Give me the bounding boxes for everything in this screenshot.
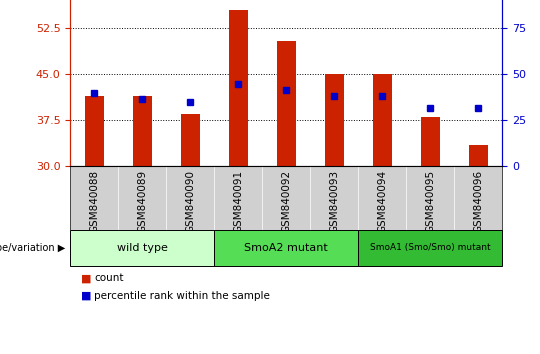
Text: wild type: wild type	[117, 243, 167, 253]
Text: SmoA2 mutant: SmoA2 mutant	[244, 243, 328, 253]
Text: count: count	[94, 273, 124, 283]
Text: GSM840088: GSM840088	[89, 170, 99, 233]
Text: GSM840090: GSM840090	[185, 170, 195, 233]
Bar	[469, 145, 488, 166]
Bar	[180, 114, 200, 166]
Bar	[325, 74, 344, 166]
Text: GSM840093: GSM840093	[329, 170, 339, 233]
Bar	[228, 10, 248, 166]
Bar	[421, 117, 440, 166]
Text: ■: ■	[81, 291, 91, 301]
Bar	[214, 230, 358, 266]
Text: GSM840092: GSM840092	[281, 170, 291, 233]
Text: GSM840096: GSM840096	[473, 170, 483, 233]
Bar	[85, 96, 104, 166]
Bar	[373, 74, 392, 166]
Text: GSM840089: GSM840089	[137, 170, 147, 233]
Text: genotype/variation ▶: genotype/variation ▶	[0, 243, 65, 253]
Text: percentile rank within the sample: percentile rank within the sample	[94, 291, 271, 301]
Text: ■: ■	[81, 273, 91, 283]
Bar	[70, 230, 214, 266]
Bar	[358, 230, 502, 266]
Text: GSM840094: GSM840094	[377, 170, 387, 233]
Bar	[133, 96, 152, 166]
Text: SmoA1 (Smo/Smo) mutant: SmoA1 (Smo/Smo) mutant	[370, 243, 490, 252]
Text: GSM840091: GSM840091	[233, 170, 243, 233]
Bar	[276, 41, 296, 166]
Text: GSM840095: GSM840095	[425, 170, 435, 233]
